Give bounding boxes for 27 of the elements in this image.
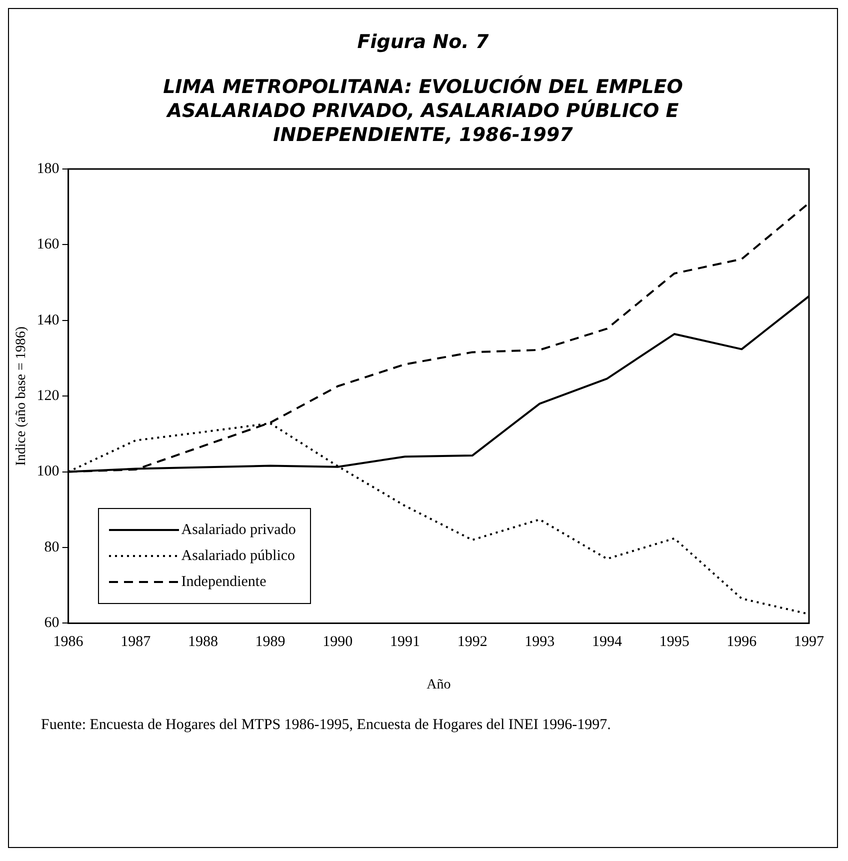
legend-label: Asalariado público [181,548,296,565]
y-tick-label: 180 [36,160,60,177]
legend-label: Independiente [181,574,266,591]
x-tick-label: 1988 [188,634,218,650]
x-tick-label: 1986 [53,634,84,650]
x-tick-label: 1995 [659,634,690,650]
x-tick-label: 1996 [726,634,758,650]
x-tick-label: 1993 [524,634,555,650]
y-tick-label: 80 [44,539,60,556]
y-tick-label: 60 [44,615,60,632]
y-tick-label: 100 [36,464,60,480]
x-tick-label: 1987 [120,634,152,650]
y-tick-label: 120 [36,388,60,404]
x-tick-label: 1992 [457,634,488,650]
x-axis-title: Año [426,677,451,692]
legend-label: Asalariado privado [181,522,296,539]
chart-title: Figura No. 7 [356,31,490,53]
x-tick-label: 1991 [390,634,420,650]
y-axis-title: Indice (año base = 1986) [14,326,30,466]
chart-subtitle: LIMA METROPOLITANA: EVOLUCIÓN DEL EMPLEO ASALARIADO PRIVADO, ASALARIADO PÚBLICO E INDEPENDIENTE, 1986-1997 [162,75,684,147]
x-tick-label: 1994 [592,634,622,650]
y-tick-label: 140 [36,312,60,328]
y-tick-label: 160 [36,236,60,253]
x-tick-label: 1997 [794,634,824,650]
source-note: Fuente: Encuesta de Hogares del MTPS 1986-1995, Encuesta de Hogares del INEI 1996-1997. [41,716,612,735]
x-tick-label: 1990 [322,634,353,650]
x-tick-label: 1989 [255,634,286,650]
